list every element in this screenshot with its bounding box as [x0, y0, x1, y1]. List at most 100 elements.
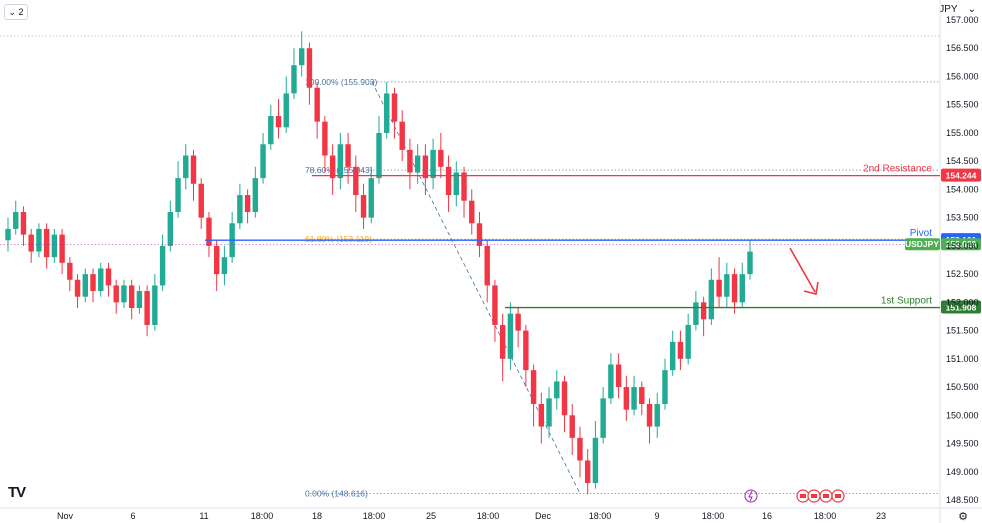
fib-level-label: 100.00% (155.903) [305, 77, 377, 87]
level-price-tag-text: 151.908 [946, 303, 977, 313]
candle-body [275, 116, 282, 128]
candle-body [5, 228, 11, 241]
candle-body [36, 228, 42, 252]
candle-body [476, 223, 483, 246]
candle-body [353, 166, 359, 196]
y-tick-label: 153.000 [946, 241, 979, 251]
fibonacci-retracement: 100.00% (155.903)78.60% (155.343)61.80% … [0, 35, 940, 498]
candlestick-series [5, 31, 753, 495]
chevron-down-icon: ⌄ [967, 4, 976, 15]
level-price-tag [941, 300, 981, 314]
candle-body [121, 285, 127, 303]
us-flag-stripes [835, 494, 841, 498]
x-tick-label: Nov [57, 511, 74, 521]
candle-body [445, 166, 452, 196]
candle-body [731, 274, 738, 303]
candle-body [329, 155, 336, 179]
x-tick-label: Dec [535, 511, 552, 521]
lightning-icon [744, 489, 758, 503]
candle-body [128, 285, 135, 308]
candle-body [283, 93, 289, 128]
y-tick-label: 154.000 [946, 184, 979, 194]
candle-body [213, 245, 220, 275]
candle-body [407, 149, 413, 173]
candle-body [306, 48, 313, 88]
candle-body [654, 404, 660, 427]
candle-body [469, 200, 475, 224]
annotations [744, 247, 845, 503]
y-tick-label: 150.000 [946, 410, 979, 420]
y-tick-label: 155.000 [946, 128, 979, 138]
currency-selector[interactable]: JPY ⌄ [939, 4, 976, 15]
candle-body [631, 387, 637, 410]
y-tick-label: 151.500 [946, 326, 979, 336]
candle-body [291, 65, 297, 94]
candle-body [198, 183, 204, 218]
candle-body [646, 404, 653, 427]
y-tick-label: 152.500 [946, 269, 979, 279]
candle-body [615, 364, 622, 388]
y-tick-label: 152.000 [946, 297, 979, 307]
candle-body [268, 116, 274, 145]
candle-body [584, 460, 591, 484]
candle-body [430, 149, 436, 179]
candle-body [221, 257, 228, 275]
y-tick-label: 157.000 [946, 15, 979, 25]
x-tick-label: 6 [130, 511, 135, 521]
candle-body [98, 268, 104, 292]
us-flag-stripes [823, 494, 829, 498]
y-tick-label: 149.000 [946, 467, 979, 477]
candle-body [523, 330, 529, 371]
candle-body [90, 274, 96, 292]
x-tick-label: 18 [312, 511, 322, 521]
candle-body [43, 228, 50, 258]
level-label: 2nd Resistance [863, 164, 932, 175]
settings-gear-icon[interactable]: ⚙ [958, 511, 968, 523]
candle-body [190, 155, 197, 184]
candle-body [183, 155, 189, 179]
candle-body [569, 415, 575, 438]
candle-body [368, 178, 374, 218]
candle-body [74, 279, 81, 297]
x-tick-label: 25 [426, 511, 436, 521]
candle-body [299, 48, 305, 66]
candle-body [662, 370, 668, 404]
candle-body [322, 121, 328, 156]
currency-label: JPY [939, 4, 958, 15]
candle-body [314, 87, 320, 122]
x-tick-label: 18:00 [363, 511, 386, 521]
candle-body [244, 195, 251, 212]
candle-body [82, 274, 88, 297]
candle-body [136, 291, 143, 308]
candle-body [20, 212, 27, 235]
candle-body [422, 155, 429, 179]
candle-body [608, 364, 614, 399]
tradingview-logo: TV [8, 484, 26, 501]
level-price-tag [941, 168, 981, 182]
symbol-tag [905, 238, 940, 251]
x-tick-label: 11 [199, 511, 208, 521]
candle-body [252, 178, 259, 212]
candle-body [28, 234, 34, 252]
x-tick-label: 9 [654, 511, 659, 521]
candle-body [677, 341, 684, 359]
y-tick-label: 154.500 [946, 156, 979, 166]
y-tick-label: 155.500 [946, 100, 979, 110]
candle-body [159, 245, 166, 286]
y-axis: 157.000 156.500 156.000 155.500 155.000 154.5… [946, 15, 979, 505]
current-price-tag [941, 238, 981, 251]
collapse-button[interactable]: ⌄ 2 [4, 4, 28, 20]
candle-body [577, 437, 583, 461]
x-tick-label: 16 [762, 511, 772, 521]
candle-body [693, 302, 699, 325]
candle-body [747, 251, 753, 275]
us-flag-stripes [811, 494, 817, 498]
candle-body [724, 274, 730, 297]
candle-body [376, 132, 382, 179]
candle-body [554, 381, 560, 399]
candle-body [639, 387, 645, 404]
candle-body [152, 285, 158, 325]
candle-body [453, 172, 459, 196]
y-tick-label: 150.500 [946, 382, 979, 392]
